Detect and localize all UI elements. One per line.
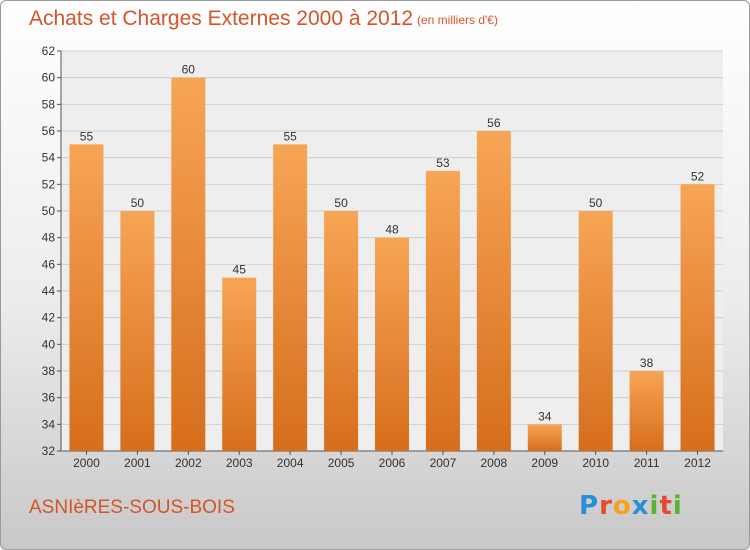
value-label-2006: 48: [385, 223, 399, 237]
y-tick-label: 48: [42, 231, 56, 245]
city-name: ASNIèRES-SOUS-BOIS: [29, 497, 235, 518]
logo-letter: i: [649, 491, 660, 521]
y-tick-label: 56: [42, 124, 56, 138]
x-tick-label-2012: 2012: [684, 456, 711, 470]
y-tick-label: 46: [42, 257, 56, 271]
bar-2012[interactable]: [680, 184, 715, 452]
bar-2005[interactable]: [324, 211, 359, 451]
bar-2011[interactable]: [629, 371, 664, 451]
y-tick-label: 40: [42, 337, 56, 351]
logo-letter: P: [579, 491, 600, 521]
value-label-2004: 55: [283, 129, 297, 143]
chart-subtitle: (en milliers d'€): [417, 13, 498, 27]
y-tick-label: 60: [42, 71, 56, 85]
x-tick-label-2000: 2000: [73, 456, 100, 470]
bar-2001[interactable]: [120, 211, 155, 451]
y-tick-label: 54: [42, 151, 56, 165]
x-tick-label-2005: 2005: [328, 456, 355, 470]
x-tick-label-2001: 2001: [124, 456, 151, 470]
y-tick-label: 58: [42, 97, 56, 111]
x-tick-label-2006: 2006: [379, 456, 406, 470]
bar-2008[interactable]: [476, 131, 511, 451]
y-tick-label: 52: [42, 177, 56, 191]
y-tick-label: 32: [42, 444, 56, 458]
value-label-2005: 50: [334, 196, 348, 210]
x-tick-label-2009: 2009: [531, 456, 558, 470]
bar-2009[interactable]: [527, 424, 562, 451]
y-tick-label: 38: [42, 364, 56, 378]
bar-2002[interactable]: [171, 77, 206, 452]
bar-2010[interactable]: [578, 211, 613, 451]
x-tick-label-2007: 2007: [430, 456, 457, 470]
value-label-2008: 56: [487, 116, 501, 130]
value-label-2001: 50: [131, 196, 145, 210]
y-tick-label: 44: [42, 284, 56, 298]
x-tick-label-2011: 2011: [634, 456, 660, 470]
value-label-2000: 55: [80, 129, 94, 143]
value-label-2002: 60: [182, 63, 196, 77]
x-tick-label-2003: 2003: [226, 456, 253, 470]
bar-2004[interactable]: [273, 144, 308, 452]
value-label-2007: 53: [436, 156, 450, 170]
y-tick-label: 36: [42, 391, 56, 405]
x-tick-label-2010: 2010: [582, 456, 609, 470]
logo-letter: r: [599, 491, 613, 521]
value-label-2003: 45: [233, 263, 247, 277]
y-tick-label: 42: [42, 311, 56, 325]
proxiti-logo[interactable]: Proxiti: [579, 491, 683, 521]
y-tick-label: 62: [42, 44, 56, 58]
value-label-2009: 34: [538, 409, 552, 423]
y-tick-label: 34: [42, 417, 56, 431]
logo-letter: x: [631, 491, 650, 521]
bar-2000[interactable]: [69, 144, 104, 452]
chart-title: Achats et Charges Externes 2000 à 2012: [29, 7, 414, 30]
bar-2006[interactable]: [375, 237, 409, 451]
x-tick-label-2004: 2004: [277, 456, 304, 470]
y-tick-label: 50: [42, 204, 56, 218]
x-tick-label-2008: 2008: [480, 456, 507, 470]
value-label-2010: 50: [589, 196, 603, 210]
bar-2007[interactable]: [425, 171, 460, 451]
logo-letter: i: [672, 491, 683, 521]
value-label-2012: 52: [691, 169, 705, 183]
value-label-2011: 38: [640, 356, 654, 370]
logo-letter: t: [659, 491, 673, 521]
logo-letter: o: [612, 491, 632, 521]
x-tick-label-2002: 2002: [175, 456, 202, 470]
bar-2003[interactable]: [222, 277, 257, 451]
